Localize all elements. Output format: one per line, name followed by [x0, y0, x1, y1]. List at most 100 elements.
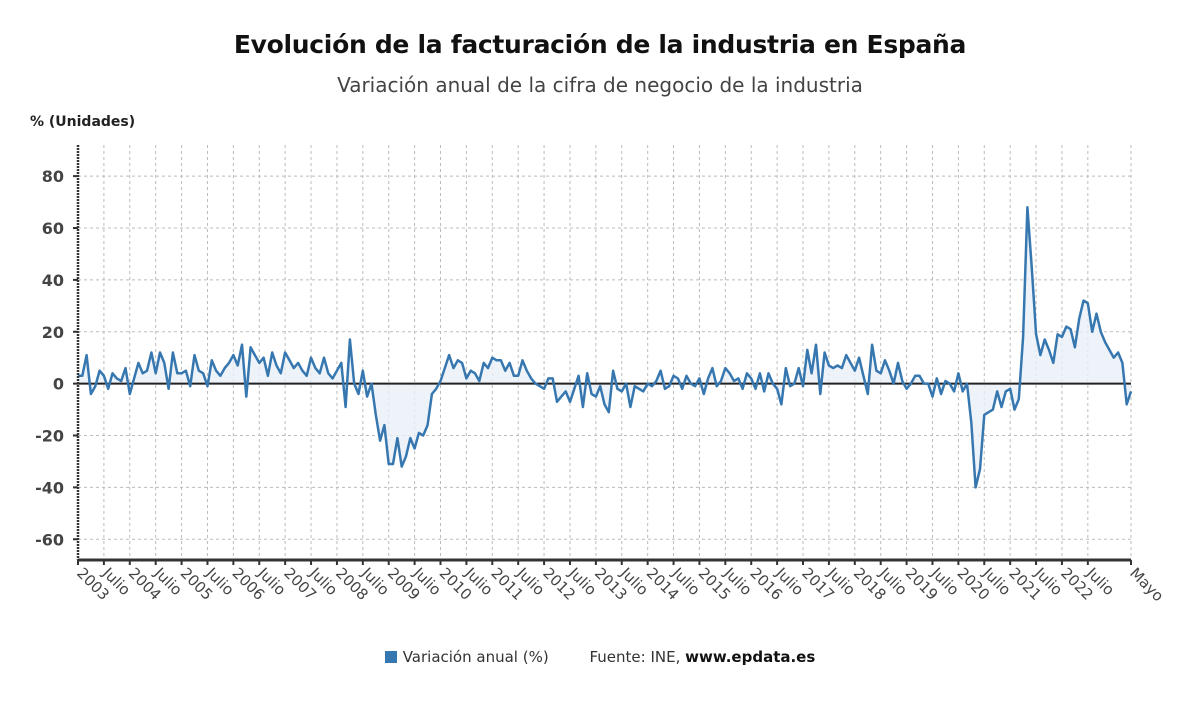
data-point [750, 377, 752, 379]
data-point [780, 403, 782, 405]
data-point [1035, 333, 1037, 335]
data-point [603, 403, 605, 405]
data-point [98, 370, 100, 372]
y-tick-label: -40 [35, 478, 64, 497]
source-text: Fuente: INE, www.epdata.es [589, 648, 815, 666]
data-point [431, 393, 433, 395]
data-point [215, 370, 217, 372]
data-point [1000, 406, 1002, 408]
data-point [642, 390, 644, 392]
data-point [647, 382, 649, 384]
data-point [810, 372, 812, 374]
y-tick-label: -20 [35, 427, 64, 446]
data-point [1126, 403, 1128, 405]
data-point [340, 362, 342, 364]
data-point [698, 377, 700, 379]
data-point [370, 382, 372, 384]
grid-lines [73, 145, 1132, 565]
data-point [854, 370, 856, 372]
data-point [1056, 333, 1058, 335]
data-point [577, 375, 579, 377]
data-point [565, 390, 567, 392]
data-point [849, 362, 851, 364]
data-point [892, 382, 894, 384]
data-point [444, 367, 446, 369]
data-point [465, 377, 467, 379]
data-point [936, 377, 938, 379]
data-point [1018, 398, 1020, 400]
data-point [595, 395, 597, 397]
data-point [836, 364, 838, 366]
data-point [716, 385, 718, 387]
data-point [815, 344, 817, 346]
data-point [845, 354, 847, 356]
data-point [1013, 408, 1015, 410]
data-point [94, 385, 96, 387]
data-point [180, 372, 182, 374]
data-point [159, 351, 161, 353]
data-point [521, 359, 523, 361]
data-point [206, 385, 208, 387]
data-point [612, 370, 614, 372]
data-point [396, 437, 398, 439]
data-point [729, 372, 731, 374]
data-point [297, 362, 299, 364]
data-point [461, 362, 463, 364]
data-point [1100, 331, 1102, 333]
y-tick-label: 20 [42, 323, 64, 342]
data-point [681, 388, 683, 390]
data-point [85, 354, 87, 356]
data-point [914, 375, 916, 377]
data-point [353, 382, 355, 384]
data-point [301, 370, 303, 372]
data-point [258, 362, 260, 364]
data-point [737, 377, 739, 379]
data-point [517, 375, 519, 377]
data-point [526, 370, 528, 372]
chart-subtitle: Variación anual de la cifra de negocio d… [337, 73, 863, 97]
data-point [556, 401, 558, 403]
data-point [841, 367, 843, 369]
data-point [733, 380, 735, 382]
data-point [1069, 328, 1071, 330]
source-prefix: Fuente: INE, [589, 648, 686, 666]
data-point [634, 385, 636, 387]
data-point [262, 357, 264, 359]
data-point [474, 372, 476, 374]
data-point [439, 380, 441, 382]
data-point [219, 375, 221, 377]
data-point [884, 359, 886, 361]
data-point [470, 370, 472, 372]
data-point [918, 375, 920, 377]
data-point [659, 370, 661, 372]
data-point [806, 349, 808, 351]
data-point [996, 390, 998, 392]
data-point [776, 388, 778, 390]
y-tick-label: 60 [42, 219, 64, 238]
data-point [543, 388, 545, 390]
data-point [142, 372, 144, 374]
data-point [763, 390, 765, 392]
data-point [651, 385, 653, 387]
data-point [232, 354, 234, 356]
data-point [970, 421, 972, 423]
data-point [871, 344, 873, 346]
y-axis-label: % (Unidades) [30, 114, 136, 130]
data-point [331, 377, 333, 379]
data-point [336, 370, 338, 372]
data-point [785, 367, 787, 369]
data-point [163, 362, 165, 364]
data-point [1026, 206, 1028, 208]
data-point [435, 388, 437, 390]
data-point [344, 406, 346, 408]
data-point [366, 395, 368, 397]
data-point [487, 367, 489, 369]
data-point [383, 424, 385, 426]
data-point [133, 377, 135, 379]
data-point [862, 375, 864, 377]
data-point [1108, 349, 1110, 351]
data-point [1117, 351, 1119, 353]
data-point [569, 401, 571, 403]
data-point [992, 408, 994, 410]
